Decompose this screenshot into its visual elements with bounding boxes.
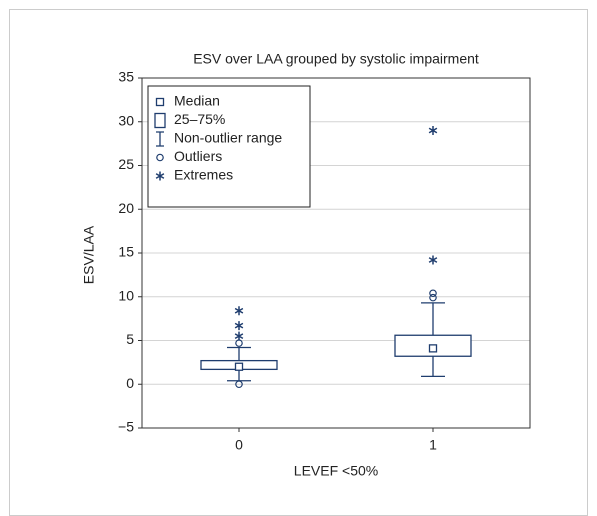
- y-tick-label: 30: [118, 112, 134, 128]
- legend-icon: [154, 112, 166, 129]
- y-tick-label: 20: [118, 200, 134, 216]
- legend-box: [147, 85, 311, 208]
- legend-icon: [156, 131, 164, 147]
- x-tick-label: 0: [235, 437, 243, 453]
- outlier: [235, 380, 243, 389]
- legend-icon: [155, 171, 165, 181]
- x-axis-label: LEVEF <50%: [294, 463, 378, 479]
- legend: Median 25–75% Non-outlier range Outliers Ext…: [147, 85, 311, 208]
- outlier: [429, 289, 437, 298]
- chart-title: ESV over LAA grouped by systolic impairm…: [193, 51, 479, 67]
- outlier: [429, 293, 437, 302]
- y-axis-label: ESV/LAA: [81, 225, 97, 284]
- legend-label: Outliers: [174, 148, 222, 164]
- y-tick-label: 0: [126, 375, 134, 391]
- extreme: [428, 255, 438, 265]
- median: [428, 344, 438, 353]
- legend-label: Non-outlier range: [174, 130, 282, 146]
- legend-icon: [155, 97, 165, 107]
- y-tick-label: 10: [118, 287, 134, 303]
- x-tick-label: 1: [429, 437, 437, 453]
- y-tick-label: 25: [118, 156, 134, 172]
- y-tick-label: 5: [126, 331, 134, 347]
- legend-icon: [156, 153, 164, 162]
- legend-label: Extremes: [174, 167, 233, 183]
- median: [234, 362, 244, 371]
- plot-area: [141, 77, 531, 429]
- extreme: [234, 321, 244, 331]
- extreme: [234, 306, 244, 316]
- extreme: [234, 331, 244, 341]
- y-tick-label: 15: [118, 244, 134, 260]
- legend-label: 25–75%: [174, 111, 225, 127]
- extreme: [428, 126, 438, 135]
- legend-label: Median: [174, 93, 220, 109]
- y-tick-label: −5: [118, 419, 134, 435]
- y-tick-label: 35: [118, 69, 134, 85]
